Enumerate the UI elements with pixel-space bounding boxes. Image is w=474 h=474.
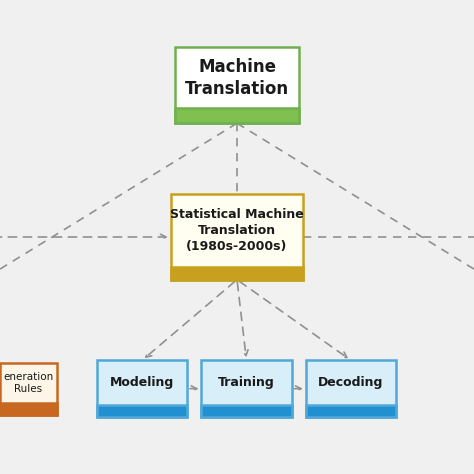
Bar xyxy=(306,405,396,417)
Bar xyxy=(171,267,303,280)
Bar xyxy=(0,403,57,415)
Text: Decoding: Decoding xyxy=(318,376,383,389)
Bar xyxy=(97,405,187,417)
Text: eneration
Rules: eneration Rules xyxy=(3,372,54,394)
Bar xyxy=(175,47,299,123)
Bar xyxy=(201,405,292,417)
Bar xyxy=(97,360,187,417)
Bar xyxy=(171,194,303,280)
Bar xyxy=(306,360,396,417)
Text: Statistical Machine
Translation
(1980s-2000s): Statistical Machine Translation (1980s-2… xyxy=(170,208,304,253)
Text: Machine
Translation: Machine Translation xyxy=(185,58,289,98)
Text: Training: Training xyxy=(218,376,275,389)
Text: Modeling: Modeling xyxy=(110,376,174,389)
Bar xyxy=(175,108,299,123)
Bar xyxy=(0,363,57,415)
Bar xyxy=(201,360,292,417)
